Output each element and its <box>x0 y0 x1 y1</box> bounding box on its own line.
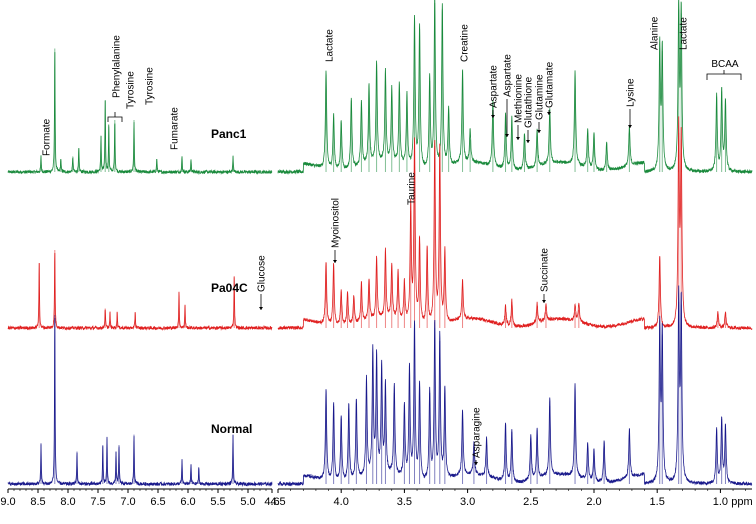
annotation: Glutathione <box>524 76 535 143</box>
annotation-label: Formate <box>42 118 53 156</box>
annotation: Tyrosine <box>126 71 137 109</box>
annotation-arrowhead <box>505 134 509 137</box>
spectrum-line <box>7 318 273 487</box>
x-tick-label: 3.5 <box>397 496 412 508</box>
annotation-label: Succinate <box>540 248 551 292</box>
annotation-label: Lysine <box>626 78 637 107</box>
x-tick-label: 8.0 <box>60 496 75 508</box>
annotation: Phenylalanine <box>112 35 123 98</box>
annotation-label: Methionine <box>514 74 525 123</box>
spectrum-traces <box>7 0 753 487</box>
annotation-label: Glutamine <box>535 74 546 120</box>
trace-normal <box>7 285 753 487</box>
spectrum-line <box>7 252 273 331</box>
annotation: Lactate <box>325 29 336 62</box>
annotation-arrowhead <box>516 137 520 140</box>
spectrum-line <box>7 52 273 175</box>
annotation-label: Taurine <box>407 172 418 205</box>
x-tick-label: 2.5 <box>523 496 538 508</box>
x-axis: 9.0 8.5 8.0 7.5 7.0 6.5 6.0 5.5 5.0 4.64.5 4.0 3.5 3… <box>0 488 753 508</box>
annotation: Asparagine <box>472 407 483 465</box>
annotation-label: Creatine <box>460 24 471 62</box>
x-tick-label: 8.5 <box>30 496 45 508</box>
annotation: Glutamine <box>535 74 546 133</box>
annotation-label: Myoinositol <box>331 198 342 248</box>
annotation-label: Lactate <box>679 17 690 50</box>
annotation-label: Fumarate <box>170 107 181 150</box>
annotation-arrowhead <box>628 125 632 128</box>
annotation: Glutamate <box>545 61 556 115</box>
bcaa-bracket <box>706 73 742 80</box>
annotation-label: BCAA <box>711 59 739 70</box>
annotation: Taurine <box>407 172 418 205</box>
x-tick-label: 4.6 <box>264 496 279 508</box>
annotation-label: Glutathione <box>524 76 535 128</box>
annotation-arrowhead <box>542 300 546 303</box>
annotation-arrowhead <box>491 115 495 118</box>
annotation-label: Tyrosine <box>126 71 137 109</box>
x-tick-label: 9.0 <box>0 496 15 508</box>
annotation-label: Alanine <box>650 16 661 50</box>
annotation: Aspartate <box>503 54 514 137</box>
annotation: Glucose <box>257 255 268 310</box>
annotation-arrowhead <box>547 112 551 115</box>
spectrum-line <box>277 285 753 487</box>
annotation-arrowhead <box>537 130 541 133</box>
annotation: Succinate <box>540 248 551 303</box>
x-tick-label: 4.0 <box>334 496 349 508</box>
annotation-label: Aspartate <box>489 65 500 108</box>
x-tick-label: 5.0 <box>240 496 255 508</box>
annotation: Aspartate <box>489 65 500 118</box>
annotation: Creatine <box>460 24 471 62</box>
annotation-label: Tyrosine <box>145 67 156 105</box>
x-tick-label: 6.5 <box>150 496 165 508</box>
trace-label-panc1: Panc1 <box>211 127 247 141</box>
x-tick-label: 2.0 <box>586 496 601 508</box>
x-tick-label: 1.5 <box>650 496 665 508</box>
annotation: BCAA <box>706 59 742 80</box>
spectrum-line <box>277 0 753 175</box>
annotation: Formate <box>42 118 53 156</box>
x-tick-label: 3.0 <box>460 496 475 508</box>
annotation: Alanine <box>650 16 661 50</box>
x-tick-label: 6.0 <box>180 496 195 508</box>
trace-label-pa04c: Pa04C <box>211 281 248 295</box>
trace-pa04c <box>7 116 753 331</box>
annotation-label: Aspartate <box>503 54 514 97</box>
annotation: Myoinositol <box>331 198 342 263</box>
annotation-arrowhead <box>333 260 337 263</box>
x-tick-label: 4.5 <box>270 496 285 508</box>
annotation: Tyrosine <box>145 67 156 105</box>
annotation-label: Glutamate <box>545 61 556 108</box>
annotation-label: Glucose <box>257 255 268 292</box>
spectrum-line <box>277 116 753 331</box>
trace-panc1 <box>7 0 753 175</box>
annotation-arrowhead <box>526 140 530 143</box>
annotation-arrowhead <box>259 307 263 310</box>
annotation: Fumarate <box>170 107 181 150</box>
x-axis-unit: ppm <box>731 496 752 508</box>
trace-labels: Panc1 Pa04C Normal <box>211 127 252 436</box>
x-tick-label: 7.0 <box>120 496 135 508</box>
annotation: Lactate <box>679 17 690 50</box>
x-tick-label: 1.0 <box>713 496 728 508</box>
annotation-arrowhead <box>474 462 478 465</box>
annotation-label: Asparagine <box>472 407 483 458</box>
annotation-label: Lactate <box>325 29 336 62</box>
annotation: Lysine <box>626 78 637 128</box>
annotation: Methionine <box>514 74 525 140</box>
x-tick-label: 5.5 <box>210 496 225 508</box>
annotation-label: Phenylalanine <box>112 35 123 98</box>
trace-label-normal: Normal <box>211 422 252 436</box>
x-tick-label: 7.5 <box>90 496 105 508</box>
